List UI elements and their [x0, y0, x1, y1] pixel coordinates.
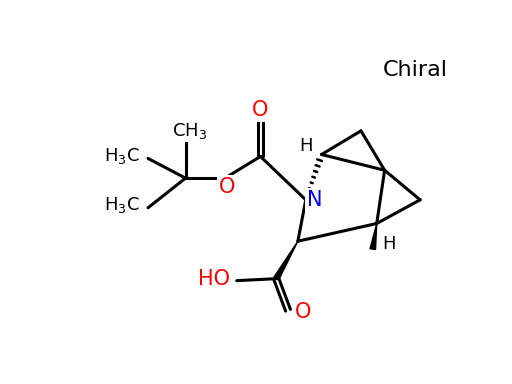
Text: O: O	[252, 100, 269, 120]
Polygon shape	[370, 223, 377, 250]
Text: N: N	[307, 190, 322, 210]
Text: O: O	[219, 177, 235, 197]
Text: CH$_3$: CH$_3$	[172, 121, 207, 141]
Text: H: H	[382, 235, 395, 253]
Text: H$_3$C: H$_3$C	[103, 195, 139, 215]
Polygon shape	[274, 241, 298, 280]
Text: H$_3$C: H$_3$C	[103, 146, 139, 166]
Text: HO: HO	[198, 269, 230, 289]
Text: H: H	[299, 137, 312, 155]
Text: Chiral: Chiral	[382, 60, 447, 80]
Text: O: O	[295, 302, 311, 322]
